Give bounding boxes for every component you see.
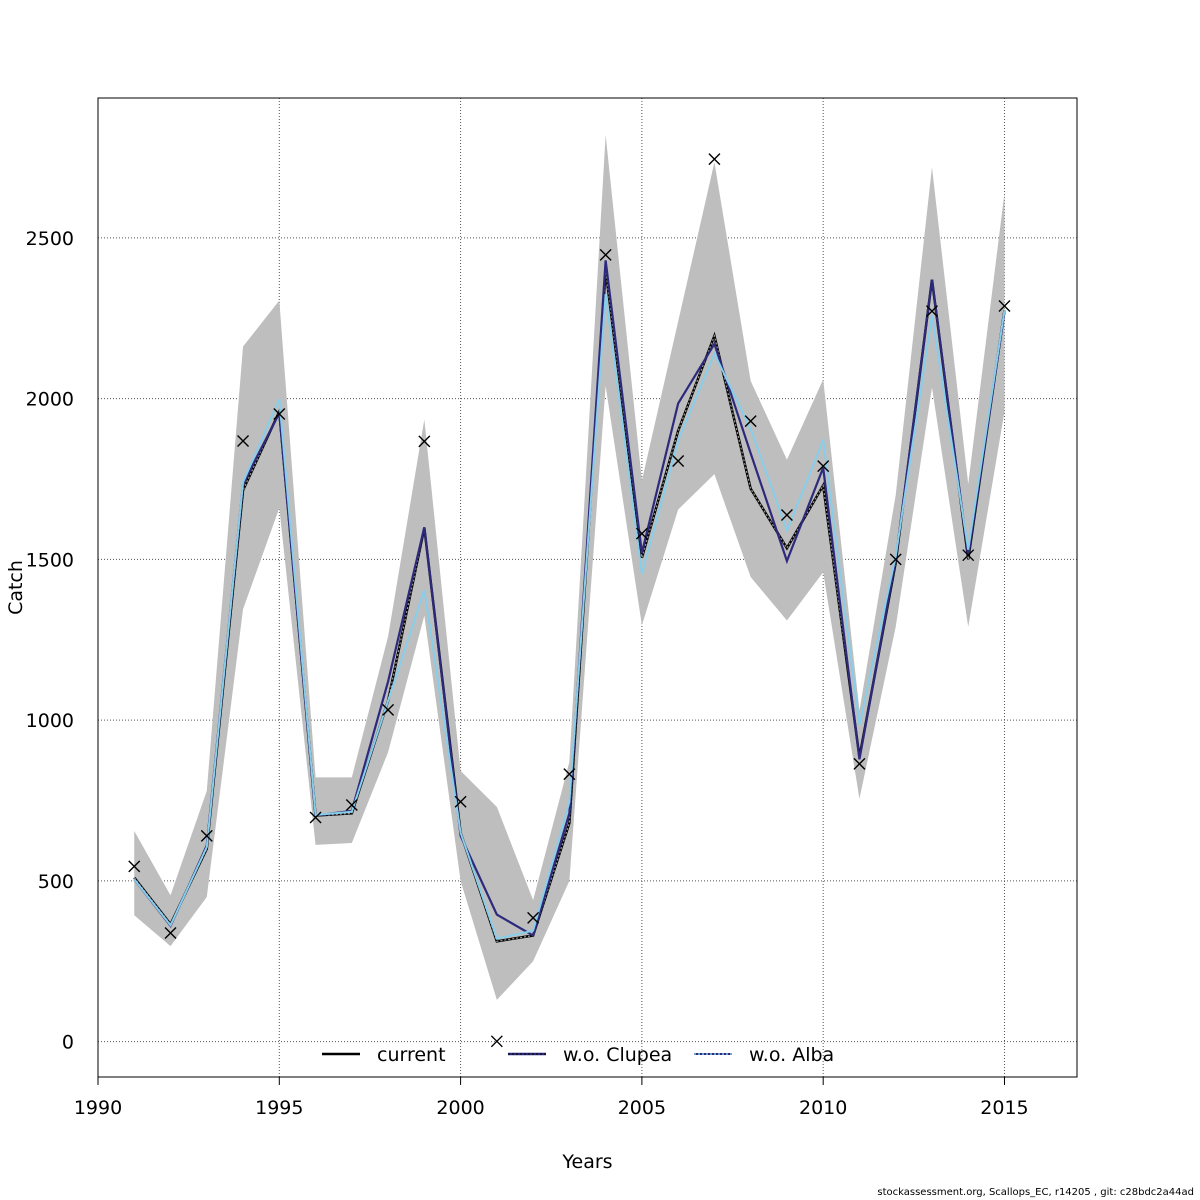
observed-point: [780, 509, 793, 521]
observed-point: [418, 435, 431, 448]
observed-point: [309, 811, 322, 824]
observed-point: [200, 829, 213, 842]
x-tick-label: 2000: [436, 1097, 484, 1119]
observed-points-group: [128, 153, 1011, 1048]
x-tick-label: 1990: [74, 1097, 122, 1119]
observed-point: [962, 549, 975, 562]
observed-point: [273, 408, 286, 421]
observed-point: [563, 768, 576, 781]
observed-point: [454, 795, 467, 808]
confidence-band-group: [134, 134, 1005, 1000]
observed-point: [998, 300, 1011, 313]
y-tick-label: 500: [38, 871, 74, 893]
observed-point: [672, 454, 685, 467]
y-tick-label: 2000: [26, 389, 74, 411]
legend-current-label: current: [377, 1044, 446, 1066]
confidence-band: [134, 134, 1005, 1000]
x-tick-label: 2010: [799, 1097, 847, 1119]
x-axis-title: Years: [561, 1151, 612, 1173]
observed-point: [490, 1035, 503, 1048]
legend-w-o-alba-label: w.o. Alba: [749, 1044, 834, 1066]
observed-point: [925, 305, 938, 318]
observed-point: [237, 435, 250, 448]
x-axis: 1990 1995 2000 2005 2010 2015: [74, 1076, 1029, 1119]
y-tick-label: 1500: [26, 549, 74, 571]
y-tick-label: 0: [62, 1032, 74, 1054]
x-tick-label: 2015: [980, 1097, 1028, 1119]
footer-credit: stockassessment.org, Scallops_EC, r14205…: [877, 1187, 1194, 1198]
x-tick-label: 2005: [618, 1097, 666, 1119]
observed-point: [744, 415, 757, 428]
y-axis-title: Catch: [5, 560, 27, 615]
observed-point: [889, 553, 902, 566]
observed-point: [128, 860, 141, 873]
y-tick-label: 1000: [26, 710, 74, 732]
observed-point: [382, 703, 395, 716]
observed-point: [164, 926, 177, 939]
observed-point: [527, 911, 540, 924]
series-w-o-alba-line: [133, 293, 1006, 940]
observed-point: [599, 248, 612, 261]
observed-point: [817, 460, 830, 473]
observed-point: [853, 757, 866, 770]
legend: current w.o. Clupea w.o. Alba: [322, 1044, 834, 1066]
y-tick-label: 2500: [26, 228, 74, 250]
observed-point: [345, 799, 358, 811]
observed-point: [708, 153, 721, 166]
legend-w-o-clupea-label: w.o. Clupea: [563, 1044, 672, 1066]
x-tick-label: 1995: [255, 1097, 303, 1119]
y-axis: 0 500 1000 1500 2000 2500: [26, 228, 74, 1054]
observed-point: [635, 527, 648, 540]
